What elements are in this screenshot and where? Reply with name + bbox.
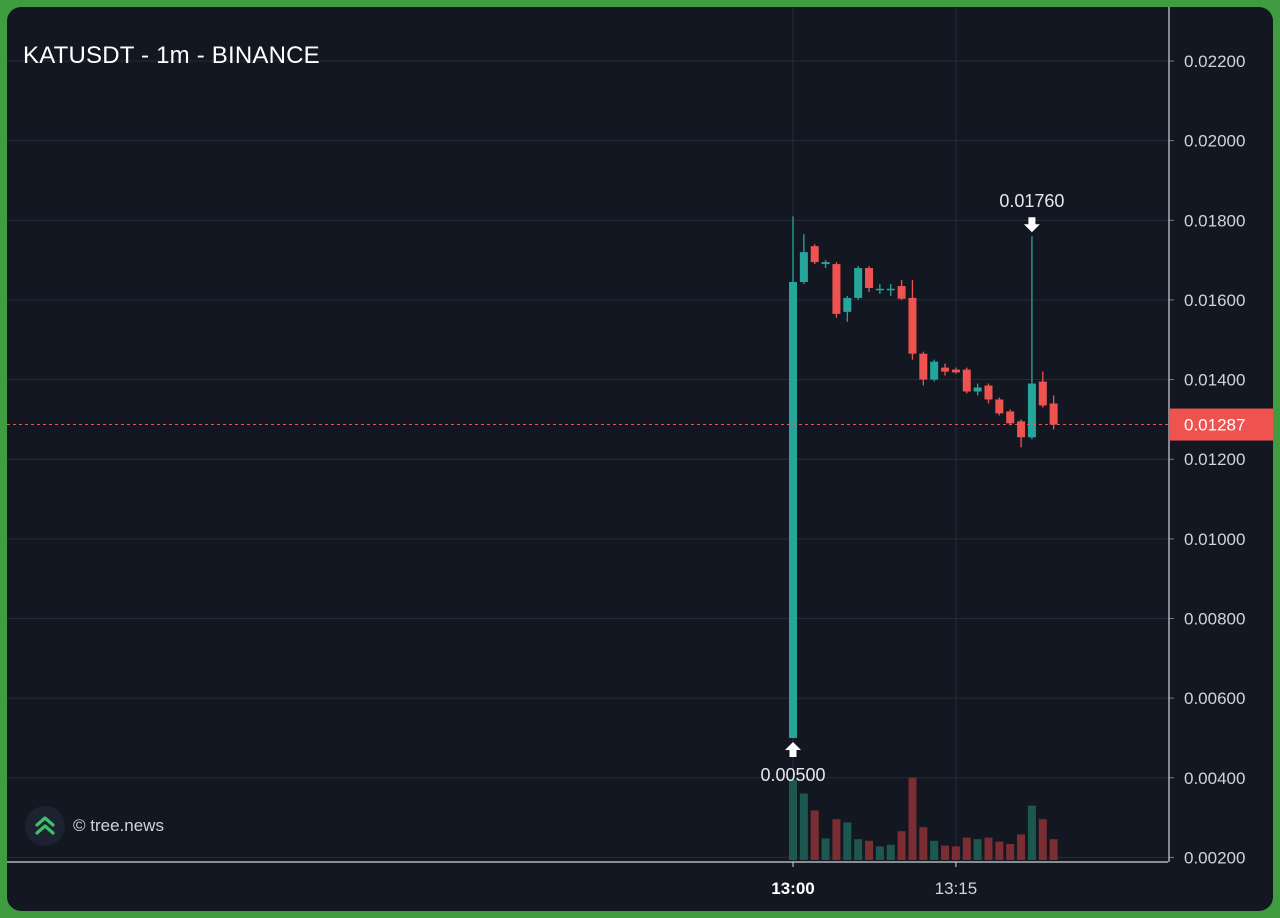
arrow-up-icon [785,741,801,757]
x-tick-label: 13:00 [771,879,814,898]
y-tick-label: 0.01600 [1184,291,1245,310]
candle-body [843,297,852,312]
volume-bar [941,845,950,860]
volume-bar [886,844,895,860]
volume-bar [973,839,982,860]
candle-body [854,268,863,298]
volume-bar [821,838,830,860]
x-tick-label: 13:15 [935,879,978,898]
last-price-label: 0.01287 [1184,416,1245,435]
volume-bar [919,827,928,860]
candle-body [962,369,971,392]
volume-bar [854,839,863,860]
candle-body [1017,421,1026,438]
y-tick-label: 0.02200 [1184,52,1245,71]
candlestick-chart[interactable]: 0.02200 0.02000 0.01800 0.01600 0.01400 0.012… [7,7,1273,911]
y-tick-label: 0.01000 [1184,530,1245,549]
volume-bar [995,841,1004,860]
last-price-badge [1169,408,1273,441]
candle-body [995,399,1004,414]
volume-bar [908,777,917,860]
y-tick-label: 0.01200 [1184,450,1245,469]
y-tick-label: 0.00600 [1184,689,1245,708]
watermark: © tree.news [25,805,164,847]
arrow-down-icon [1023,217,1040,233]
volume-bar [1006,844,1015,860]
volume-bar [1049,839,1058,860]
volume-bar [930,840,939,860]
volume-bar [789,780,797,860]
low-annotation-label: 0.00500 [760,765,825,785]
candle-body [1049,403,1058,425]
volume-bar [843,822,852,860]
candle-body [1006,411,1015,424]
y-tick-label: 0.00200 [1184,848,1245,867]
candle-body [1027,383,1036,438]
candle-body [984,385,993,400]
candle-body [973,387,982,392]
y-tick-label: 0.00800 [1184,609,1245,628]
y-tick-label: 0.02000 [1184,132,1245,151]
volume-bar [897,831,906,860]
candle-body [930,361,939,380]
candle-body [951,369,960,373]
candle-body [875,288,884,291]
volume-bar [832,819,841,860]
candle-body [821,262,830,265]
y-tick-label: 0.01400 [1184,371,1245,390]
volume-bar [875,846,884,860]
candle-body [1038,381,1047,406]
volume-bar [1038,819,1047,860]
candle-body [789,282,797,738]
high-annotation-label: 0.01760 [999,191,1064,211]
volume-bar [865,840,874,860]
double-chevron-up-icon [25,806,65,846]
y-tick-label: 0.00400 [1184,769,1245,788]
candle-body [865,268,874,288]
candle-body [799,252,808,283]
candle-body [919,353,928,380]
candle-body [832,264,841,314]
volume-bar [799,793,808,860]
volume-bar [984,837,993,860]
candle-body [941,367,950,372]
chart-title: KATUSDT - 1m - BINANCE [23,42,320,69]
volume-bar [810,810,819,860]
chart-frame: 0.02200 0.02000 0.01800 0.01600 0.01400 0.012… [7,7,1273,911]
candle-body [810,246,819,263]
volume-bar [1027,805,1036,860]
candle-body [908,297,917,354]
volume-bar [1017,834,1026,860]
y-tick-label: 0.01800 [1184,211,1245,230]
volume-bar [962,837,971,860]
candle-body [897,285,906,299]
watermark-text: © tree.news [73,816,164,835]
candle-body [886,288,895,291]
volume-bar [951,846,960,860]
